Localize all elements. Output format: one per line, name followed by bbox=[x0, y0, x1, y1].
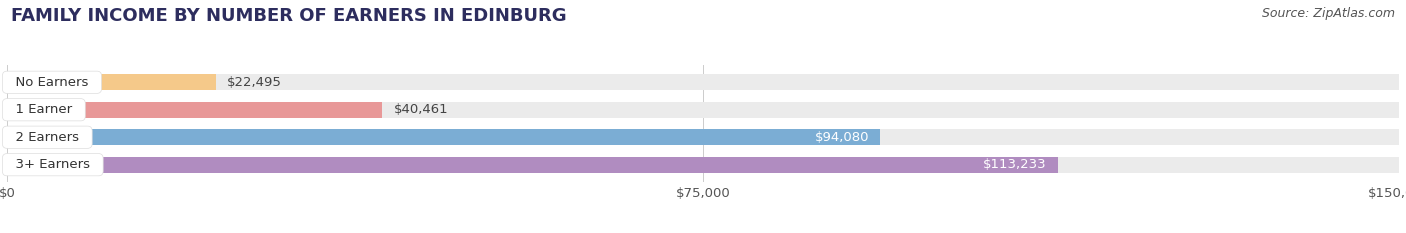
Text: $22,495: $22,495 bbox=[226, 76, 281, 89]
Bar bbox=[7, 129, 1399, 145]
Text: Source: ZipAtlas.com: Source: ZipAtlas.com bbox=[1261, 7, 1395, 20]
Text: 3+ Earners: 3+ Earners bbox=[7, 158, 98, 171]
Bar bbox=[7, 129, 880, 145]
Text: 2 Earners: 2 Earners bbox=[7, 131, 87, 144]
Text: $113,233: $113,233 bbox=[983, 158, 1046, 171]
Text: 1 Earner: 1 Earner bbox=[7, 103, 80, 116]
Bar bbox=[7, 157, 1057, 173]
Text: No Earners: No Earners bbox=[7, 76, 97, 89]
Text: FAMILY INCOME BY NUMBER OF EARNERS IN EDINBURG: FAMILY INCOME BY NUMBER OF EARNERS IN ED… bbox=[11, 7, 567, 25]
Bar bbox=[7, 74, 215, 90]
Bar bbox=[7, 157, 1399, 173]
Bar bbox=[7, 102, 382, 118]
Text: $40,461: $40,461 bbox=[394, 103, 449, 116]
Text: $94,080: $94,080 bbox=[814, 131, 869, 144]
Bar bbox=[7, 74, 1399, 90]
Bar bbox=[7, 102, 1399, 118]
